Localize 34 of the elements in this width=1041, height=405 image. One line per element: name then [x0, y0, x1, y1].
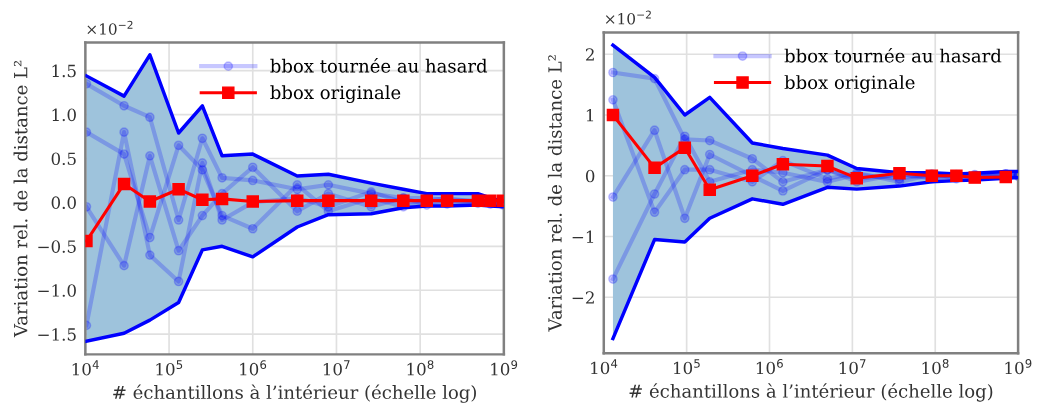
- y-tick-label: 1: [586, 108, 594, 122]
- y-tick-label: −2: [572, 291, 594, 304]
- x-tick-label: 10$^{6}$: [756, 358, 783, 375]
- y-tick-label: 2: [585, 48, 594, 61]
- y-axis-title: Variation rel. de la distance L²: [547, 55, 562, 332]
- x-tick-label: 10$^{5}$: [674, 359, 700, 375]
- text: ×10$^{−2}$: [87, 20, 133, 35]
- x-tick-label: 10$^{4}$: [72, 360, 99, 376]
- y-axis-title: Variation rel. de la distance L²: [13, 60, 28, 338]
- x-tick-label: 10$^{7}$: [323, 360, 350, 376]
- x-axis-title: # échantillons à l’intérieur (échelle log): [629, 383, 993, 402]
- y-tick-label: 1.5: [52, 64, 76, 78]
- x-tick-label: 10$^{9}$: [1005, 358, 1032, 375]
- x-tick-label: 10$^{4}$: [591, 359, 618, 375]
- legend-label: bbox tournée au hasard: [270, 58, 488, 73]
- legend-label: bbox tournée au hasard: [784, 47, 1002, 63]
- y-tick-label: −1.0: [38, 284, 76, 297]
- y-tick-label: 0.5: [51, 152, 76, 166]
- legend-label: bbox originale: [784, 75, 915, 93]
- text: ×10$^{−2}$: [605, 10, 651, 25]
- y-tick-label: 0: [585, 169, 595, 183]
- x-axis-title: # échantillons à l’intérieur (échelle log): [113, 384, 476, 403]
- x-tick-label: 10$^{7}$: [839, 359, 866, 375]
- legend-label: bbox originale: [270, 85, 401, 104]
- x-tick-label: 10$^{8}$: [407, 360, 434, 376]
- x-tick-label: 10$^{9}$: [491, 360, 518, 376]
- x-tick-label: 10$^{6}$: [240, 360, 267, 376]
- x-tick-label: 10$^{8}$: [922, 358, 949, 375]
- y-tick-label: −0.5: [38, 240, 76, 253]
- y-tick-label: −1: [572, 230, 594, 243]
- x-tick-label: 10$^{5}$: [156, 360, 183, 376]
- y-tick-label: 0.0: [51, 196, 76, 209]
- y-tick-label: −1.5: [38, 328, 76, 341]
- y-tick-label: 1.0: [52, 108, 76, 122]
